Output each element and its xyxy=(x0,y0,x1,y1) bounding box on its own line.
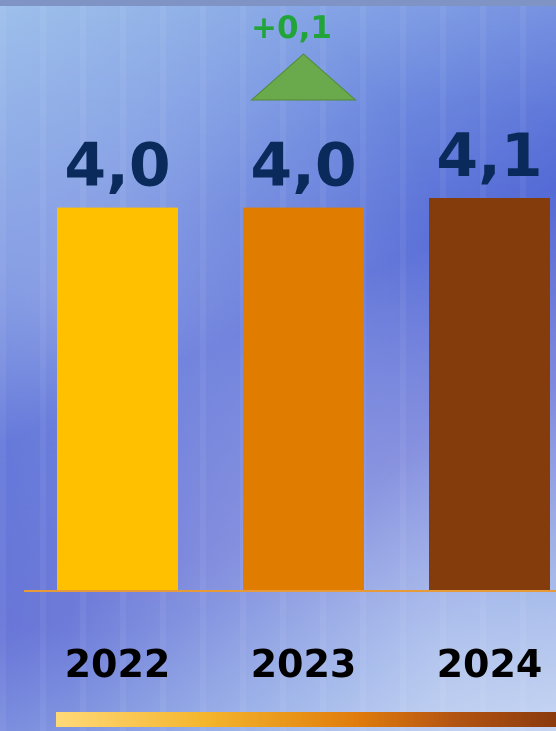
category-labels-group: 2022 2023 2024 xyxy=(65,642,543,686)
category-label-2023: 2023 xyxy=(251,642,357,686)
increase-triangle-icon xyxy=(250,53,357,101)
value-label-2023: 4,0 xyxy=(250,131,356,201)
bar-2024 xyxy=(429,198,550,591)
annotations-group: +0,1 xyxy=(250,10,357,101)
category-label-2022: 2022 xyxy=(65,642,171,686)
bar-2023 xyxy=(243,207,364,591)
bar-2022 xyxy=(57,207,178,591)
bars-group xyxy=(57,198,550,591)
value-label-2024: 4,1 xyxy=(436,121,542,191)
value-labels-group: 4,0 4,0 4,1 xyxy=(64,121,542,201)
delta-label: +0,1 xyxy=(251,10,332,46)
top-strip xyxy=(0,0,556,6)
gradient-legend-bar xyxy=(56,712,556,727)
category-label-2024: 2024 xyxy=(437,642,543,686)
value-label-2022: 4,0 xyxy=(64,131,170,201)
